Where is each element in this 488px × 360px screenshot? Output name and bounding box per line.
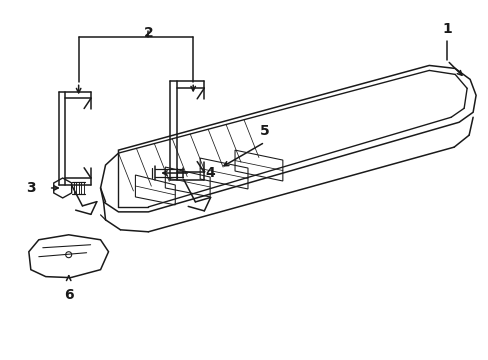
Text: 4: 4	[205, 166, 214, 180]
Text: 1: 1	[442, 22, 451, 36]
Text: 5: 5	[260, 124, 269, 138]
Text: 3: 3	[26, 181, 36, 195]
Text: 6: 6	[64, 288, 73, 302]
Text: 2: 2	[143, 26, 153, 40]
